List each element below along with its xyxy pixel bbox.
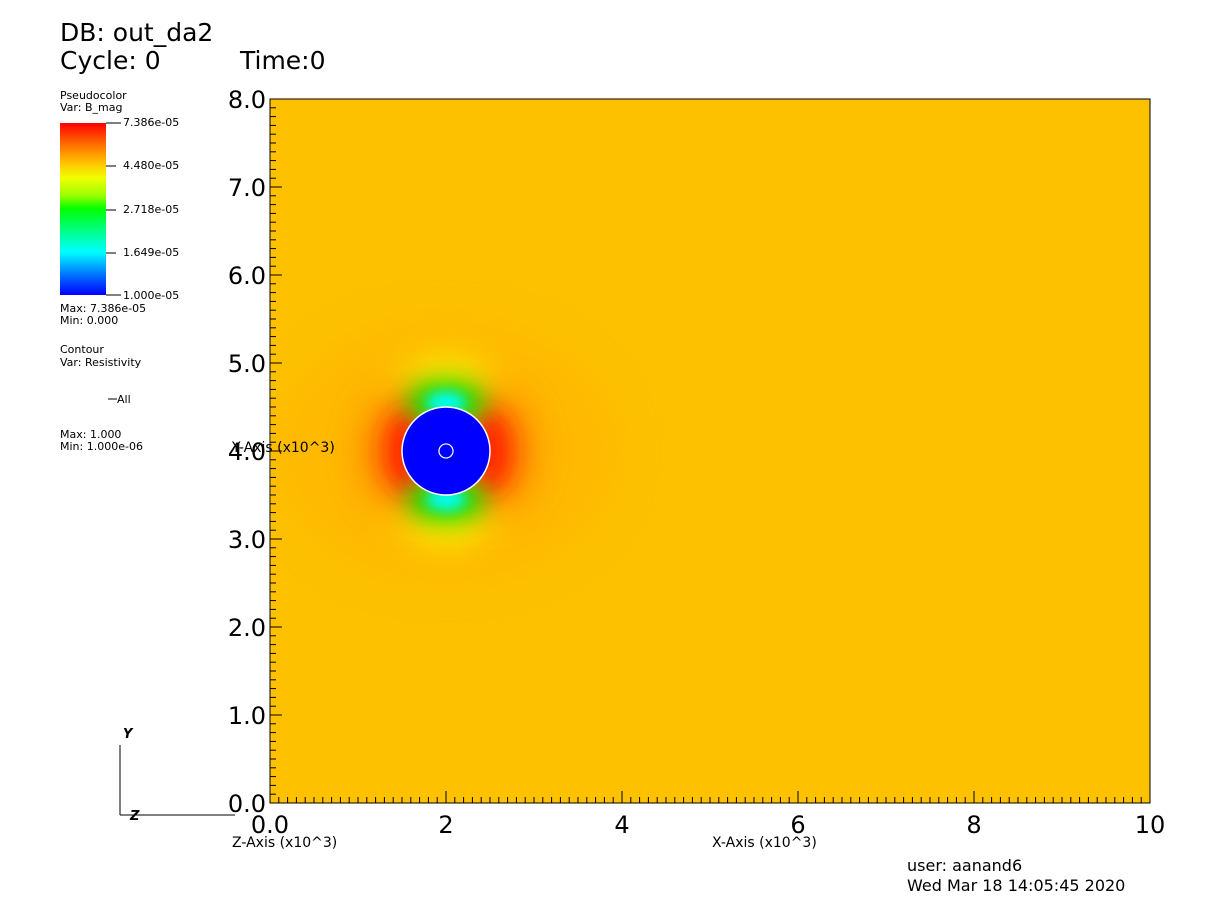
colorbar-ticks (106, 122, 121, 296)
pseudocolor-max: Max: 7.386e-05 (60, 302, 147, 315)
y-tick-label: 5.0 (228, 350, 266, 378)
y-tick-label: 6.0 (228, 262, 266, 290)
colorbar-tick-label: 7.386e-05 (123, 116, 180, 129)
timestamp-label: Wed Mar 18 14:05:45 2020 (907, 876, 1126, 895)
user-label: user: aanand6 (907, 856, 1023, 875)
colorbar (60, 123, 106, 295)
tick-labels: 0.0 1.0 2.0 3.0 4.0 5.0 6.0 7.0 8.0 0.0 2 4 6 8 10 (228, 86, 1165, 839)
db-label: DB: out_da2 (60, 18, 214, 47)
y-tick-label: 0.0 (228, 790, 266, 818)
pseudocolor-legend-title: Pseudocolor (60, 89, 127, 102)
x-tick-label: 4 (614, 811, 629, 839)
contour-legend-entry: All (117, 393, 131, 406)
colorbar-tick-label: 4.480e-05 (123, 159, 180, 172)
contour-legend-title: Contour (60, 343, 104, 356)
z-axis-title: Z-Axis (x10^3) (232, 835, 337, 851)
colorbar-tick-label: 1.000e-05 (123, 289, 180, 302)
time-label: Time:0 (240, 46, 326, 75)
field-layer (270, 319, 622, 583)
triad-y-label: Y (123, 727, 134, 742)
y-tick-label: 2.0 (228, 614, 266, 642)
contour-min: Min: 1.000e-06 (60, 440, 143, 453)
pseudocolor-min: Min: 0.000 (60, 314, 119, 327)
triad-z-label: Z (129, 809, 140, 824)
x-tick-label: 6 (790, 811, 805, 839)
cycle-label: Cycle: 0 (60, 46, 161, 75)
y-tick-label: 1.0 (228, 702, 266, 730)
colorbar-tick-label: 2.718e-05 (123, 203, 180, 216)
axis-ticks (269, 98, 1151, 804)
y-tick-label: 8.0 (228, 86, 266, 114)
inner-contour-ring (438, 443, 454, 459)
pseudocolor-legend-var: Var: B_mag (60, 101, 123, 114)
y-tick-label: 7.0 (228, 174, 266, 202)
y-tick-label: 4.0 (228, 438, 266, 466)
x-axis-title: X-Axis (x10^3) (712, 835, 817, 851)
y-axis-title: Y-Axis (x10^3) (231, 440, 335, 456)
contour-legend-var: Var: Resistivity (60, 356, 142, 369)
x-tick-label: 2 (438, 811, 453, 839)
low-field-disk (401, 406, 491, 496)
x-tick-label: 8 (966, 811, 981, 839)
axis-triad: Y Z (119, 727, 235, 824)
x-tick-label: 0.0 (251, 811, 289, 839)
y-tick-label: 3.0 (228, 526, 266, 554)
x-tick-label: 10 (1135, 811, 1166, 839)
colorbar-tick-label: 1.649e-05 (123, 246, 180, 259)
contour-max: Max: 1.000 (60, 428, 122, 441)
